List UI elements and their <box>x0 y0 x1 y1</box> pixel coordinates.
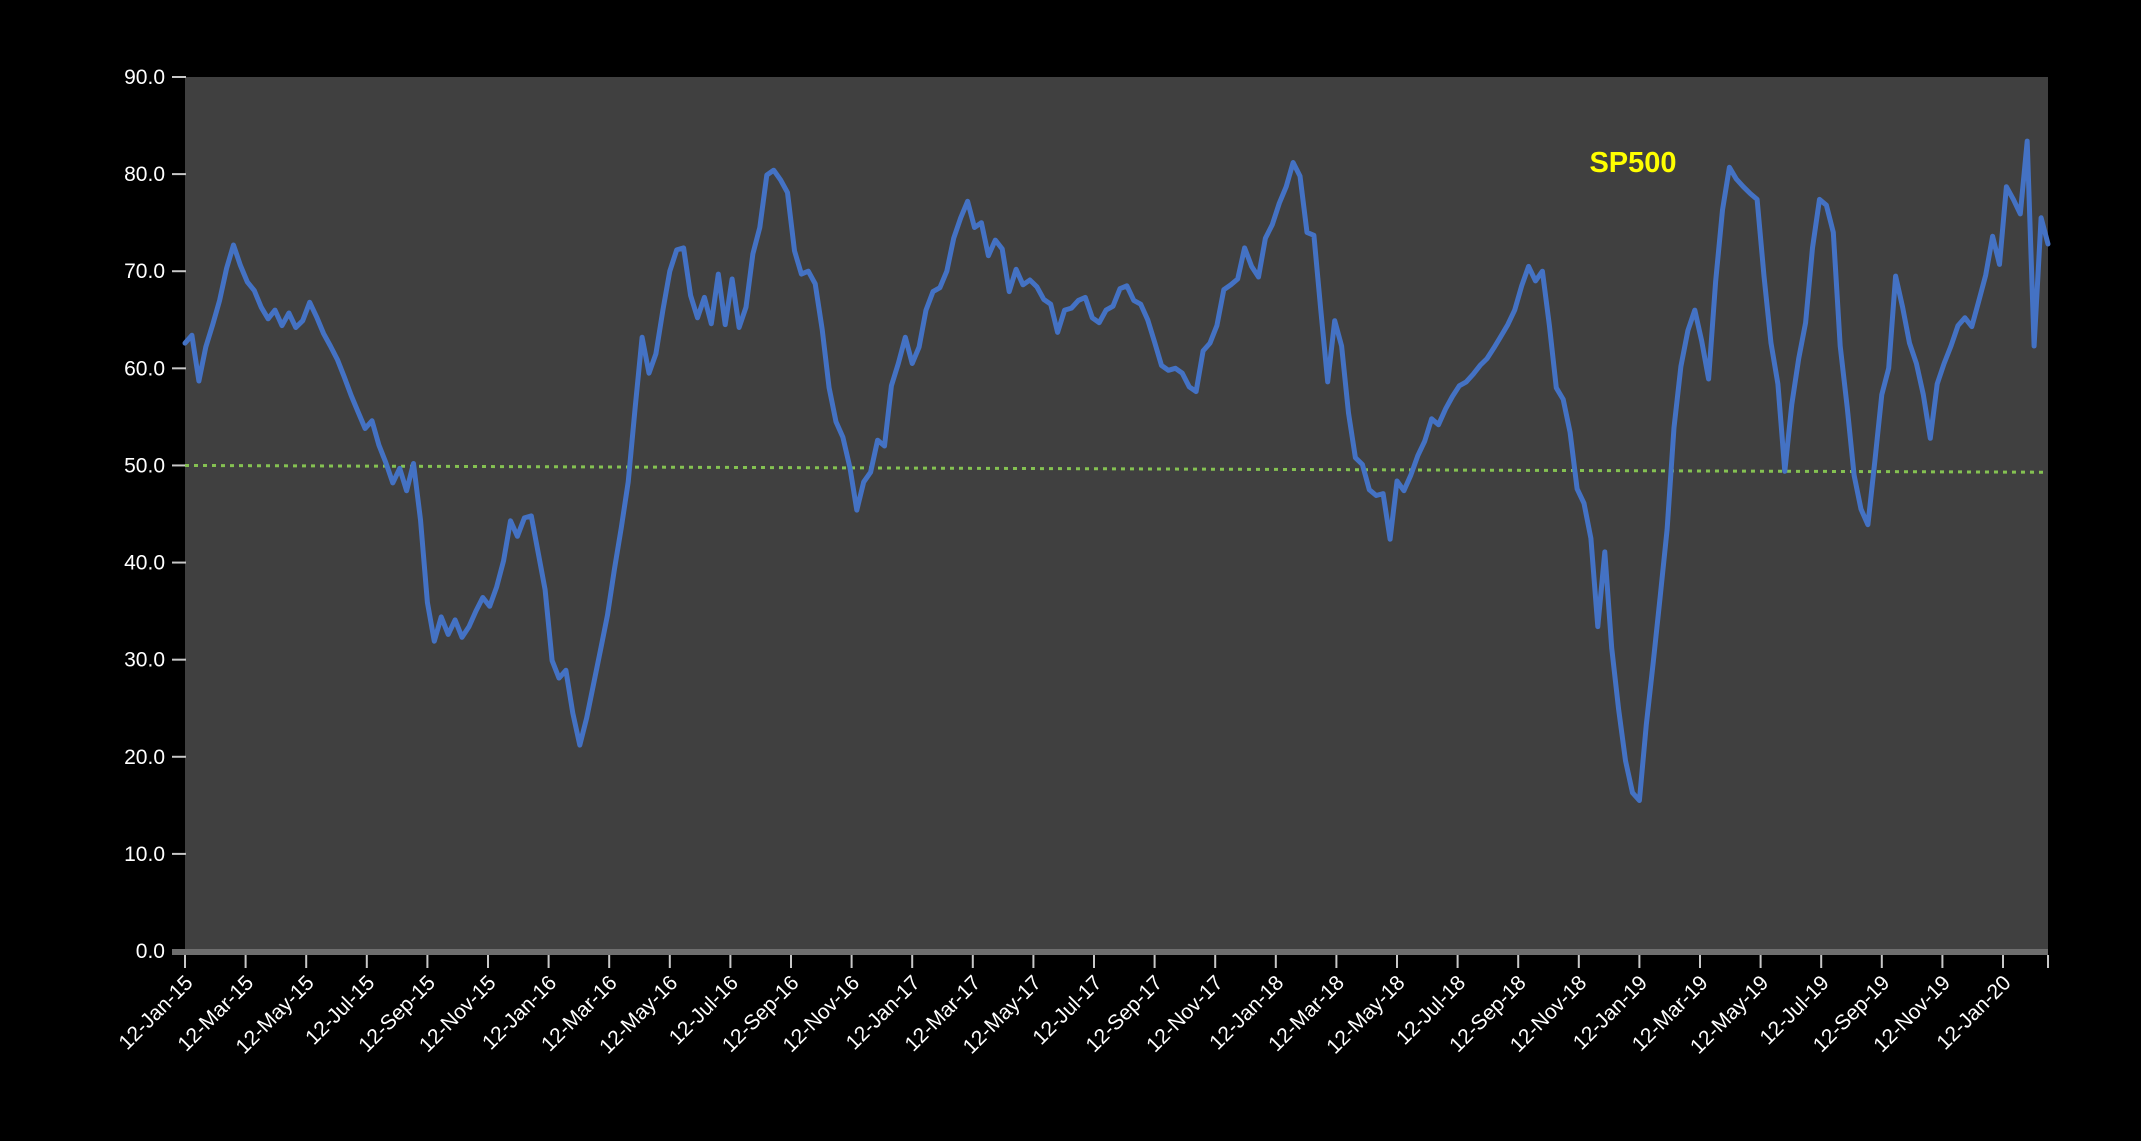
y-tick-label: 0.0 <box>136 940 165 963</box>
y-tick-label: 80.0 <box>124 163 165 186</box>
sp500-series-line <box>182 138 2051 803</box>
y-tick-label: 90.0 <box>124 66 165 89</box>
plot-area <box>185 77 2048 951</box>
y-tick-label: 70.0 <box>124 260 165 283</box>
y-tick-label: 20.0 <box>124 746 165 769</box>
y-tick-label: 50.0 <box>124 454 165 477</box>
x-axis: 12-Jan-1512-Mar-1512-May-1512-Jul-1512-S… <box>114 955 2049 1059</box>
y-tick-label: 10.0 <box>124 843 165 866</box>
y-tick-label: 40.0 <box>124 552 165 575</box>
y-tick-label: 30.0 <box>124 649 165 672</box>
y-tick-label: 60.0 <box>124 357 165 380</box>
series-label: SP500 <box>1589 147 1676 179</box>
y-axis: 0.0 10.0 20.0 30.0 40.0 50.0 60.0 70.0 80.0 90.0 <box>124 66 186 963</box>
